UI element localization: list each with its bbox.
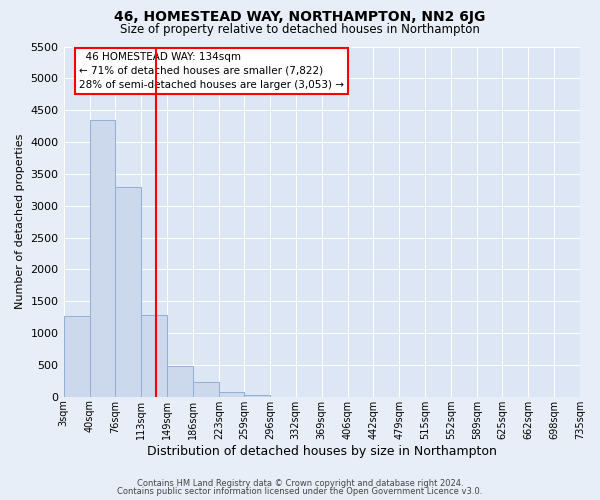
Text: Contains HM Land Registry data © Crown copyright and database right 2024.: Contains HM Land Registry data © Crown c… — [137, 478, 463, 488]
X-axis label: Distribution of detached houses by size in Northampton: Distribution of detached houses by size … — [147, 444, 497, 458]
Bar — [244, 395, 270, 396]
Bar — [167, 366, 193, 396]
Bar — [89, 120, 115, 396]
Bar — [115, 186, 141, 396]
Text: Contains public sector information licensed under the Open Government Licence v3: Contains public sector information licen… — [118, 487, 482, 496]
Bar — [141, 315, 167, 396]
Bar — [64, 316, 89, 396]
Bar — [219, 392, 244, 396]
Text: Size of property relative to detached houses in Northampton: Size of property relative to detached ho… — [120, 22, 480, 36]
Y-axis label: Number of detached properties: Number of detached properties — [15, 134, 25, 310]
Text: 46, HOMESTEAD WAY, NORTHAMPTON, NN2 6JG: 46, HOMESTEAD WAY, NORTHAMPTON, NN2 6JG — [115, 10, 485, 24]
Text: 46 HOMESTEAD WAY: 134sqm
← 71% of detached houses are smaller (7,822)
28% of sem: 46 HOMESTEAD WAY: 134sqm ← 71% of detach… — [79, 52, 344, 90]
Bar — [193, 382, 219, 396]
